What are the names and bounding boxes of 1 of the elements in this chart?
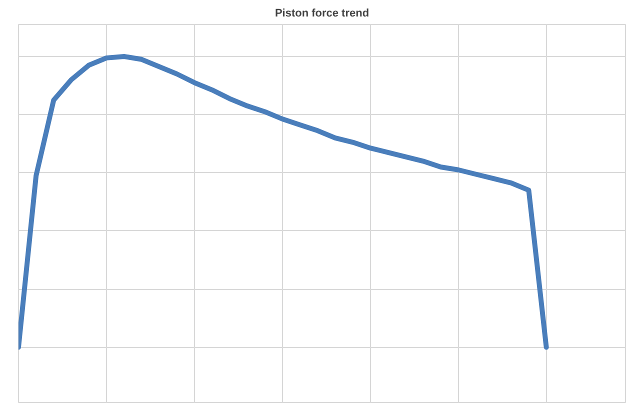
chart-title: Piston force trend	[274, 8, 370, 20]
